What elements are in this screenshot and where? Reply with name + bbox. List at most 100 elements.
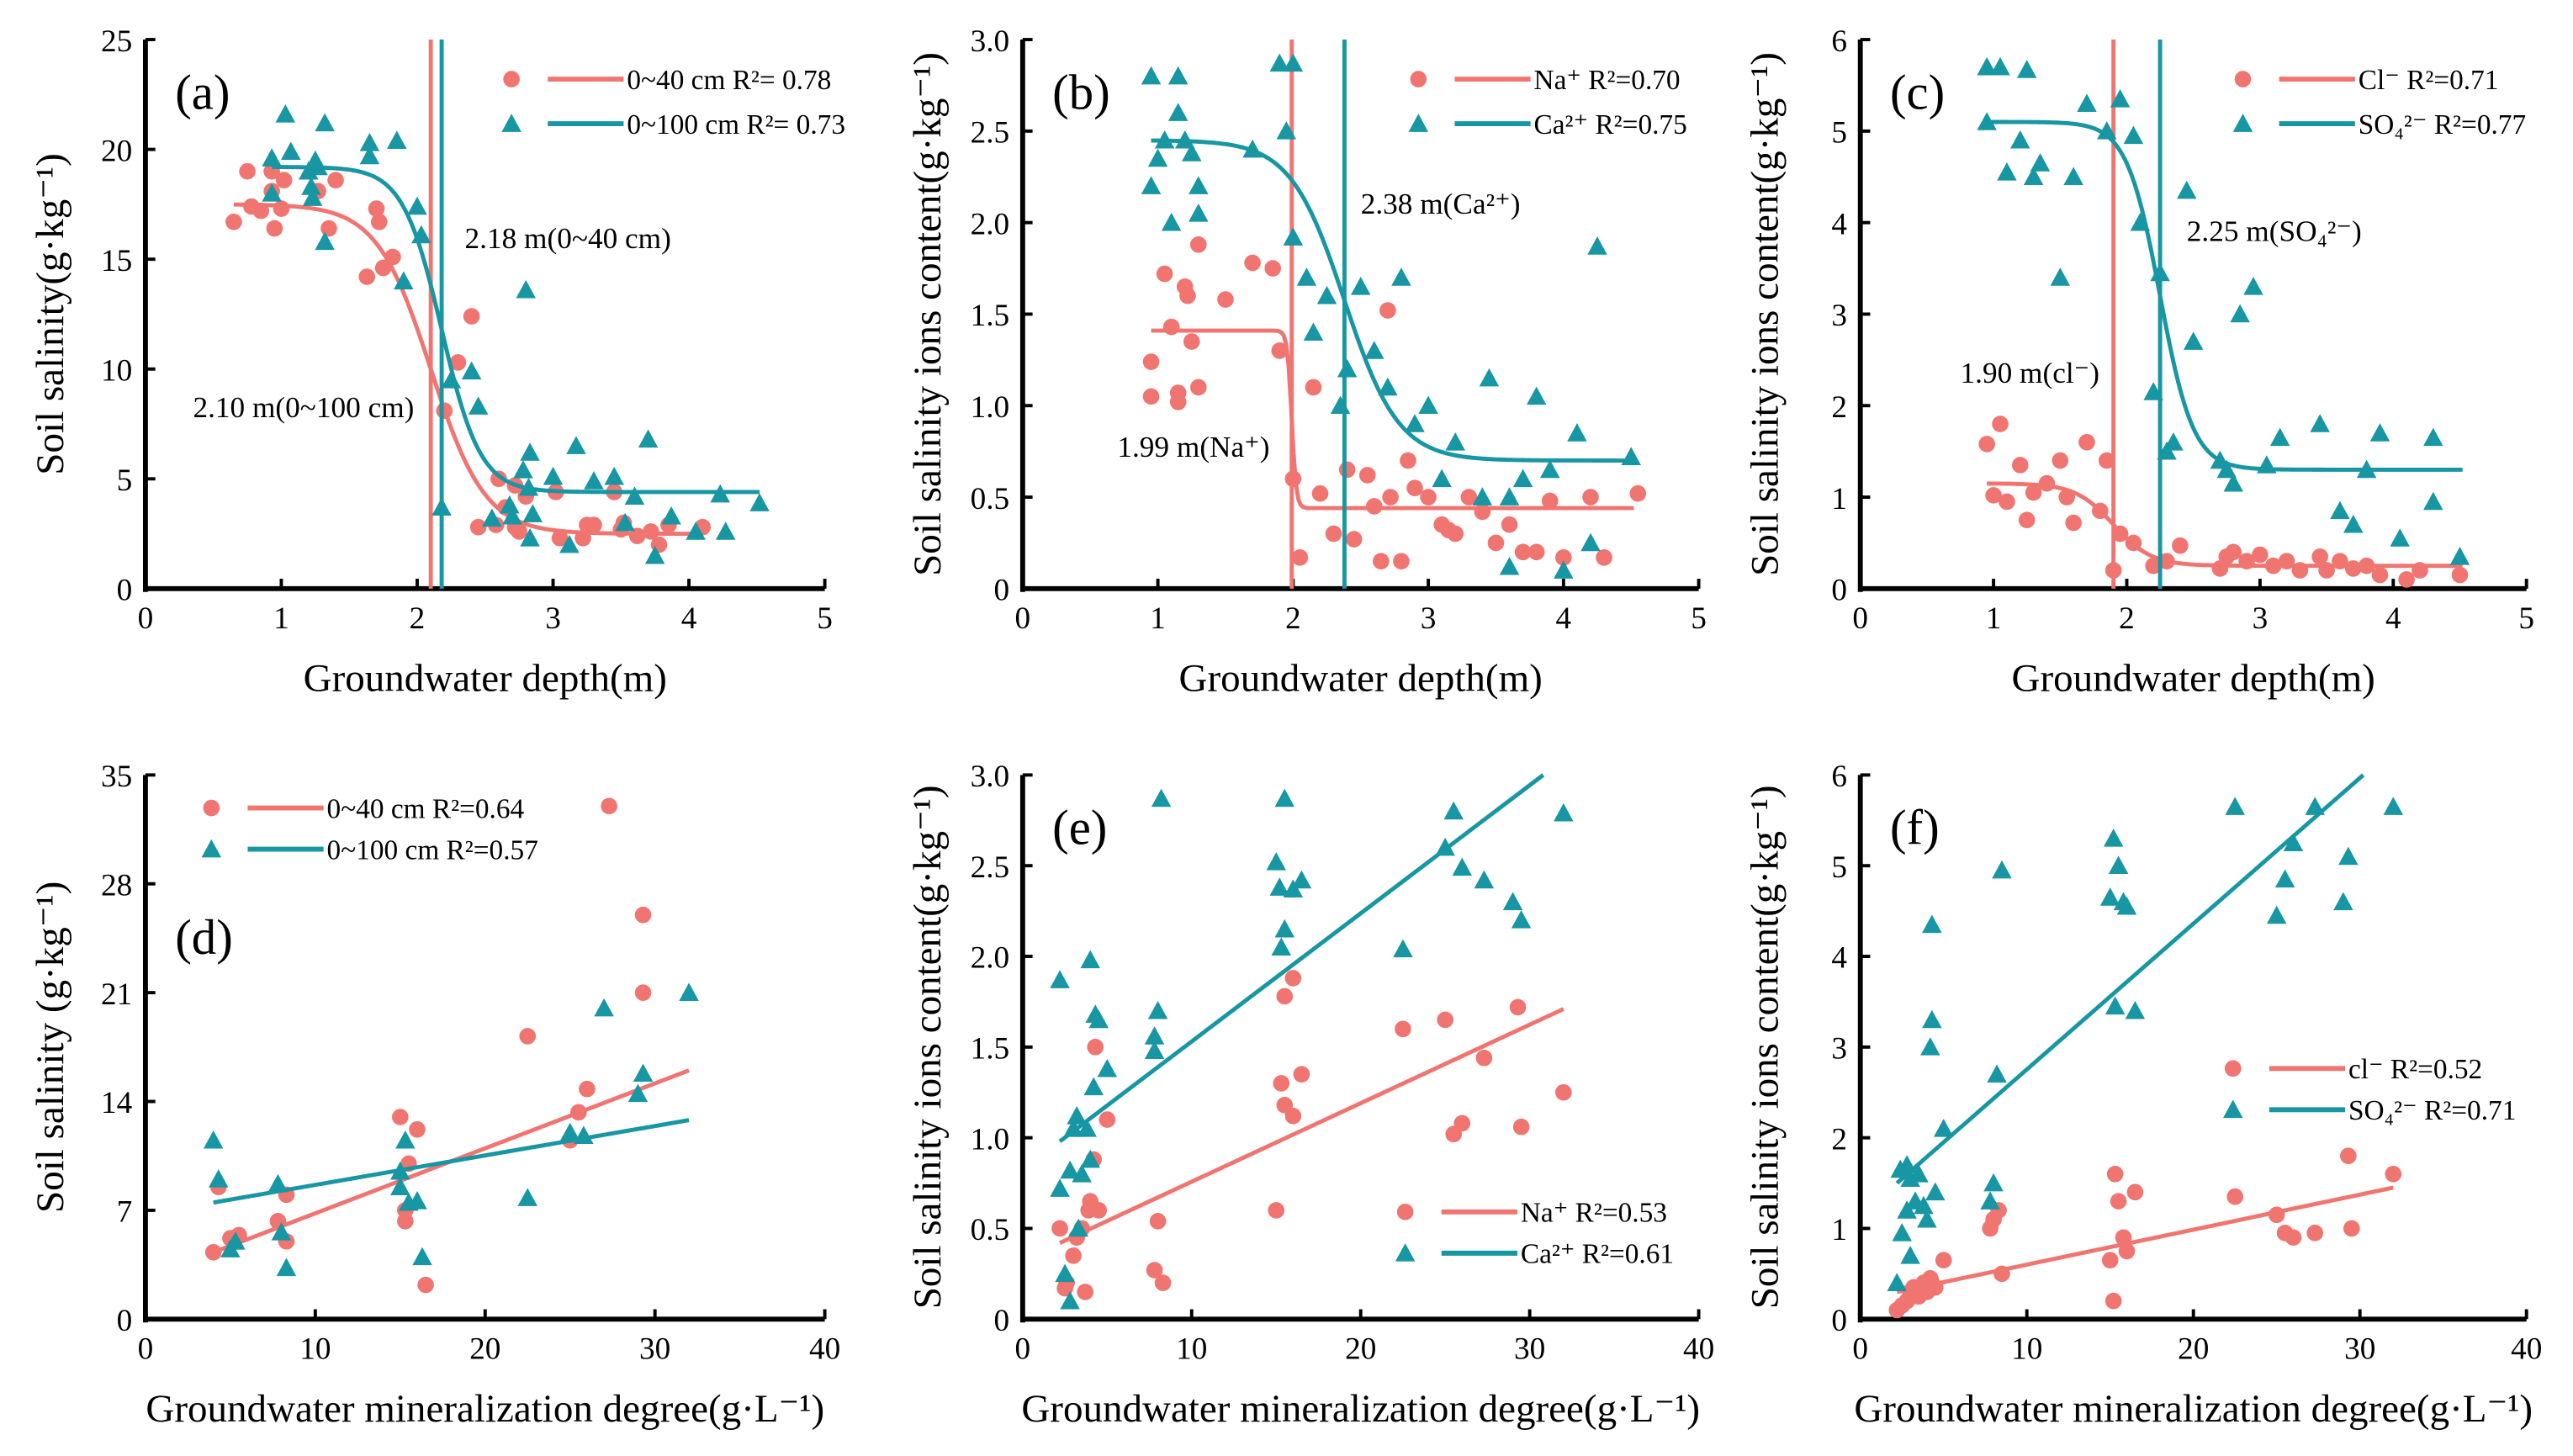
x-tick-label: 2	[410, 601, 426, 636]
data-point-triangle	[1580, 532, 1601, 552]
data-point-circle	[2226, 1188, 2244, 1205]
data-point-triangle	[2243, 277, 2263, 295]
data-point-triangle	[566, 436, 586, 454]
data-point-triangle	[1917, 1209, 1937, 1228]
data-point-triangle	[1977, 56, 1997, 76]
data-point-circle	[1345, 531, 1363, 548]
threshold-annotation: 1.99 m(Na⁺)	[1117, 431, 1269, 463]
data-point-triangle	[1925, 1182, 1946, 1201]
data-point-triangle	[1271, 937, 1292, 956]
threshold-annotation: 2.18 m(0~40 cm)	[465, 222, 671, 255]
data-point-triangle	[502, 506, 522, 525]
data-point-circle	[2098, 452, 2115, 469]
y-tick-label: 15	[101, 244, 132, 278]
data-point-triangle	[1276, 121, 1297, 140]
data-point-circle	[374, 259, 392, 277]
data-point-circle	[2104, 562, 2122, 579]
data-point-circle	[1527, 543, 1545, 561]
data-point-triangle	[2143, 382, 2163, 400]
threshold-annotation: 2.38 m(Ca²⁺)	[1361, 188, 1521, 220]
data-point-circle	[1284, 970, 1302, 987]
data-point-circle	[1629, 484, 1647, 502]
data-point-triangle	[2125, 1000, 2146, 1019]
data-point-triangle	[513, 460, 533, 479]
data-point-triangle	[1141, 176, 1162, 194]
data-point-circle	[2371, 566, 2389, 584]
y-tick-label: 0	[1831, 1304, 1847, 1338]
data-point-triangle	[2343, 514, 2364, 533]
data-point-triangle	[1418, 395, 1438, 415]
data-point-triangle	[1378, 377, 1398, 396]
data-point-triangle	[1067, 1106, 1087, 1125]
data-point-triangle	[500, 495, 520, 514]
y-tick-label: 1.5	[971, 1032, 1010, 1067]
data-point-triangle	[2104, 996, 2126, 1015]
y-tick-label: 2.5	[971, 850, 1010, 885]
data-point-triangle	[1283, 227, 1304, 246]
data-point-triangle	[2183, 331, 2204, 350]
data-point-circle	[2306, 1225, 2324, 1242]
data-point-triangle	[1511, 910, 1532, 929]
y-tick-label: 0	[117, 574, 133, 608]
data-point-triangle	[1512, 469, 1533, 488]
data-point-circle	[1190, 236, 1207, 253]
data-point-circle	[1395, 1020, 1411, 1038]
data-point-circle	[1501, 516, 1518, 533]
data-point-circle	[239, 162, 256, 180]
y-tick-label: 2	[1831, 1122, 1847, 1157]
x-tick-label: 30	[639, 1332, 670, 1366]
data-point-triangle	[522, 504, 543, 522]
y-tick-label: 2.0	[971, 207, 1010, 241]
data-point-triangle	[2266, 905, 2287, 924]
legend-label: 0~100 cm R²= 0.73	[627, 109, 845, 140]
data-point-triangle	[1330, 395, 1351, 415]
data-point-circle	[1400, 452, 1416, 469]
data-point-triangle	[1391, 267, 1411, 286]
data-point-triangle	[1182, 143, 1202, 161]
legend-label: Ca²⁺ R²=0.75	[1534, 109, 1687, 140]
data-point-triangle	[1072, 1164, 1092, 1183]
legend-label: 0~100 cm R²=0.57	[327, 834, 538, 866]
fit-line	[1895, 773, 2365, 1185]
data-point-circle	[1264, 260, 1282, 277]
x-tick-label: 5	[1691, 601, 1707, 636]
data-point-circle	[275, 172, 293, 188]
data-point-triangle	[301, 177, 321, 195]
data-point-circle	[634, 984, 652, 1001]
data-point-triangle	[275, 104, 296, 123]
data-point-circle	[370, 213, 388, 230]
y-tick-label: 2.5	[971, 116, 1010, 151]
data-point-triangle	[1364, 341, 1384, 359]
data-point-triangle	[2423, 491, 2443, 511]
data-point-circle	[1541, 492, 1559, 510]
data-point-triangle	[1060, 1160, 1080, 1179]
legend-marker-circle	[503, 71, 520, 87]
legend-label: SO₄²⁻ R²=0.77	[2359, 109, 2526, 140]
fit-line	[1151, 328, 1634, 511]
data-point-triangle	[395, 1130, 416, 1149]
data-point-triangle	[2177, 180, 2197, 199]
data-point-triangle	[2096, 121, 2117, 140]
x-tick-label: 1	[1986, 601, 2002, 636]
data-point-circle	[1051, 1220, 1068, 1237]
data-point-triangle	[281, 141, 301, 161]
data-point-triangle	[1274, 788, 1295, 807]
data-point-circle	[225, 213, 242, 230]
data-point-triangle	[267, 1173, 289, 1193]
data-point-circle	[1978, 436, 1995, 453]
data-point-circle	[2078, 433, 2095, 451]
data-point-triangle	[203, 1130, 224, 1149]
y-tick-label: 5	[117, 463, 133, 498]
data-point-triangle	[1992, 860, 2012, 879]
data-point-triangle	[2099, 887, 2120, 906]
data-point-triangle	[661, 506, 681, 525]
data-point-circle	[1077, 1284, 1093, 1300]
data-point-triangle	[2230, 304, 2250, 323]
y-tick-label: 4	[1831, 207, 1847, 241]
data-point-triangle	[1147, 1000, 1168, 1019]
y-tick-label: 1.0	[971, 1122, 1010, 1157]
fit-line	[233, 202, 703, 537]
fit-line	[1987, 119, 2463, 472]
data-point-circle	[1382, 489, 1399, 506]
legend-label: Na⁺ R²=0.70	[1534, 65, 1681, 96]
